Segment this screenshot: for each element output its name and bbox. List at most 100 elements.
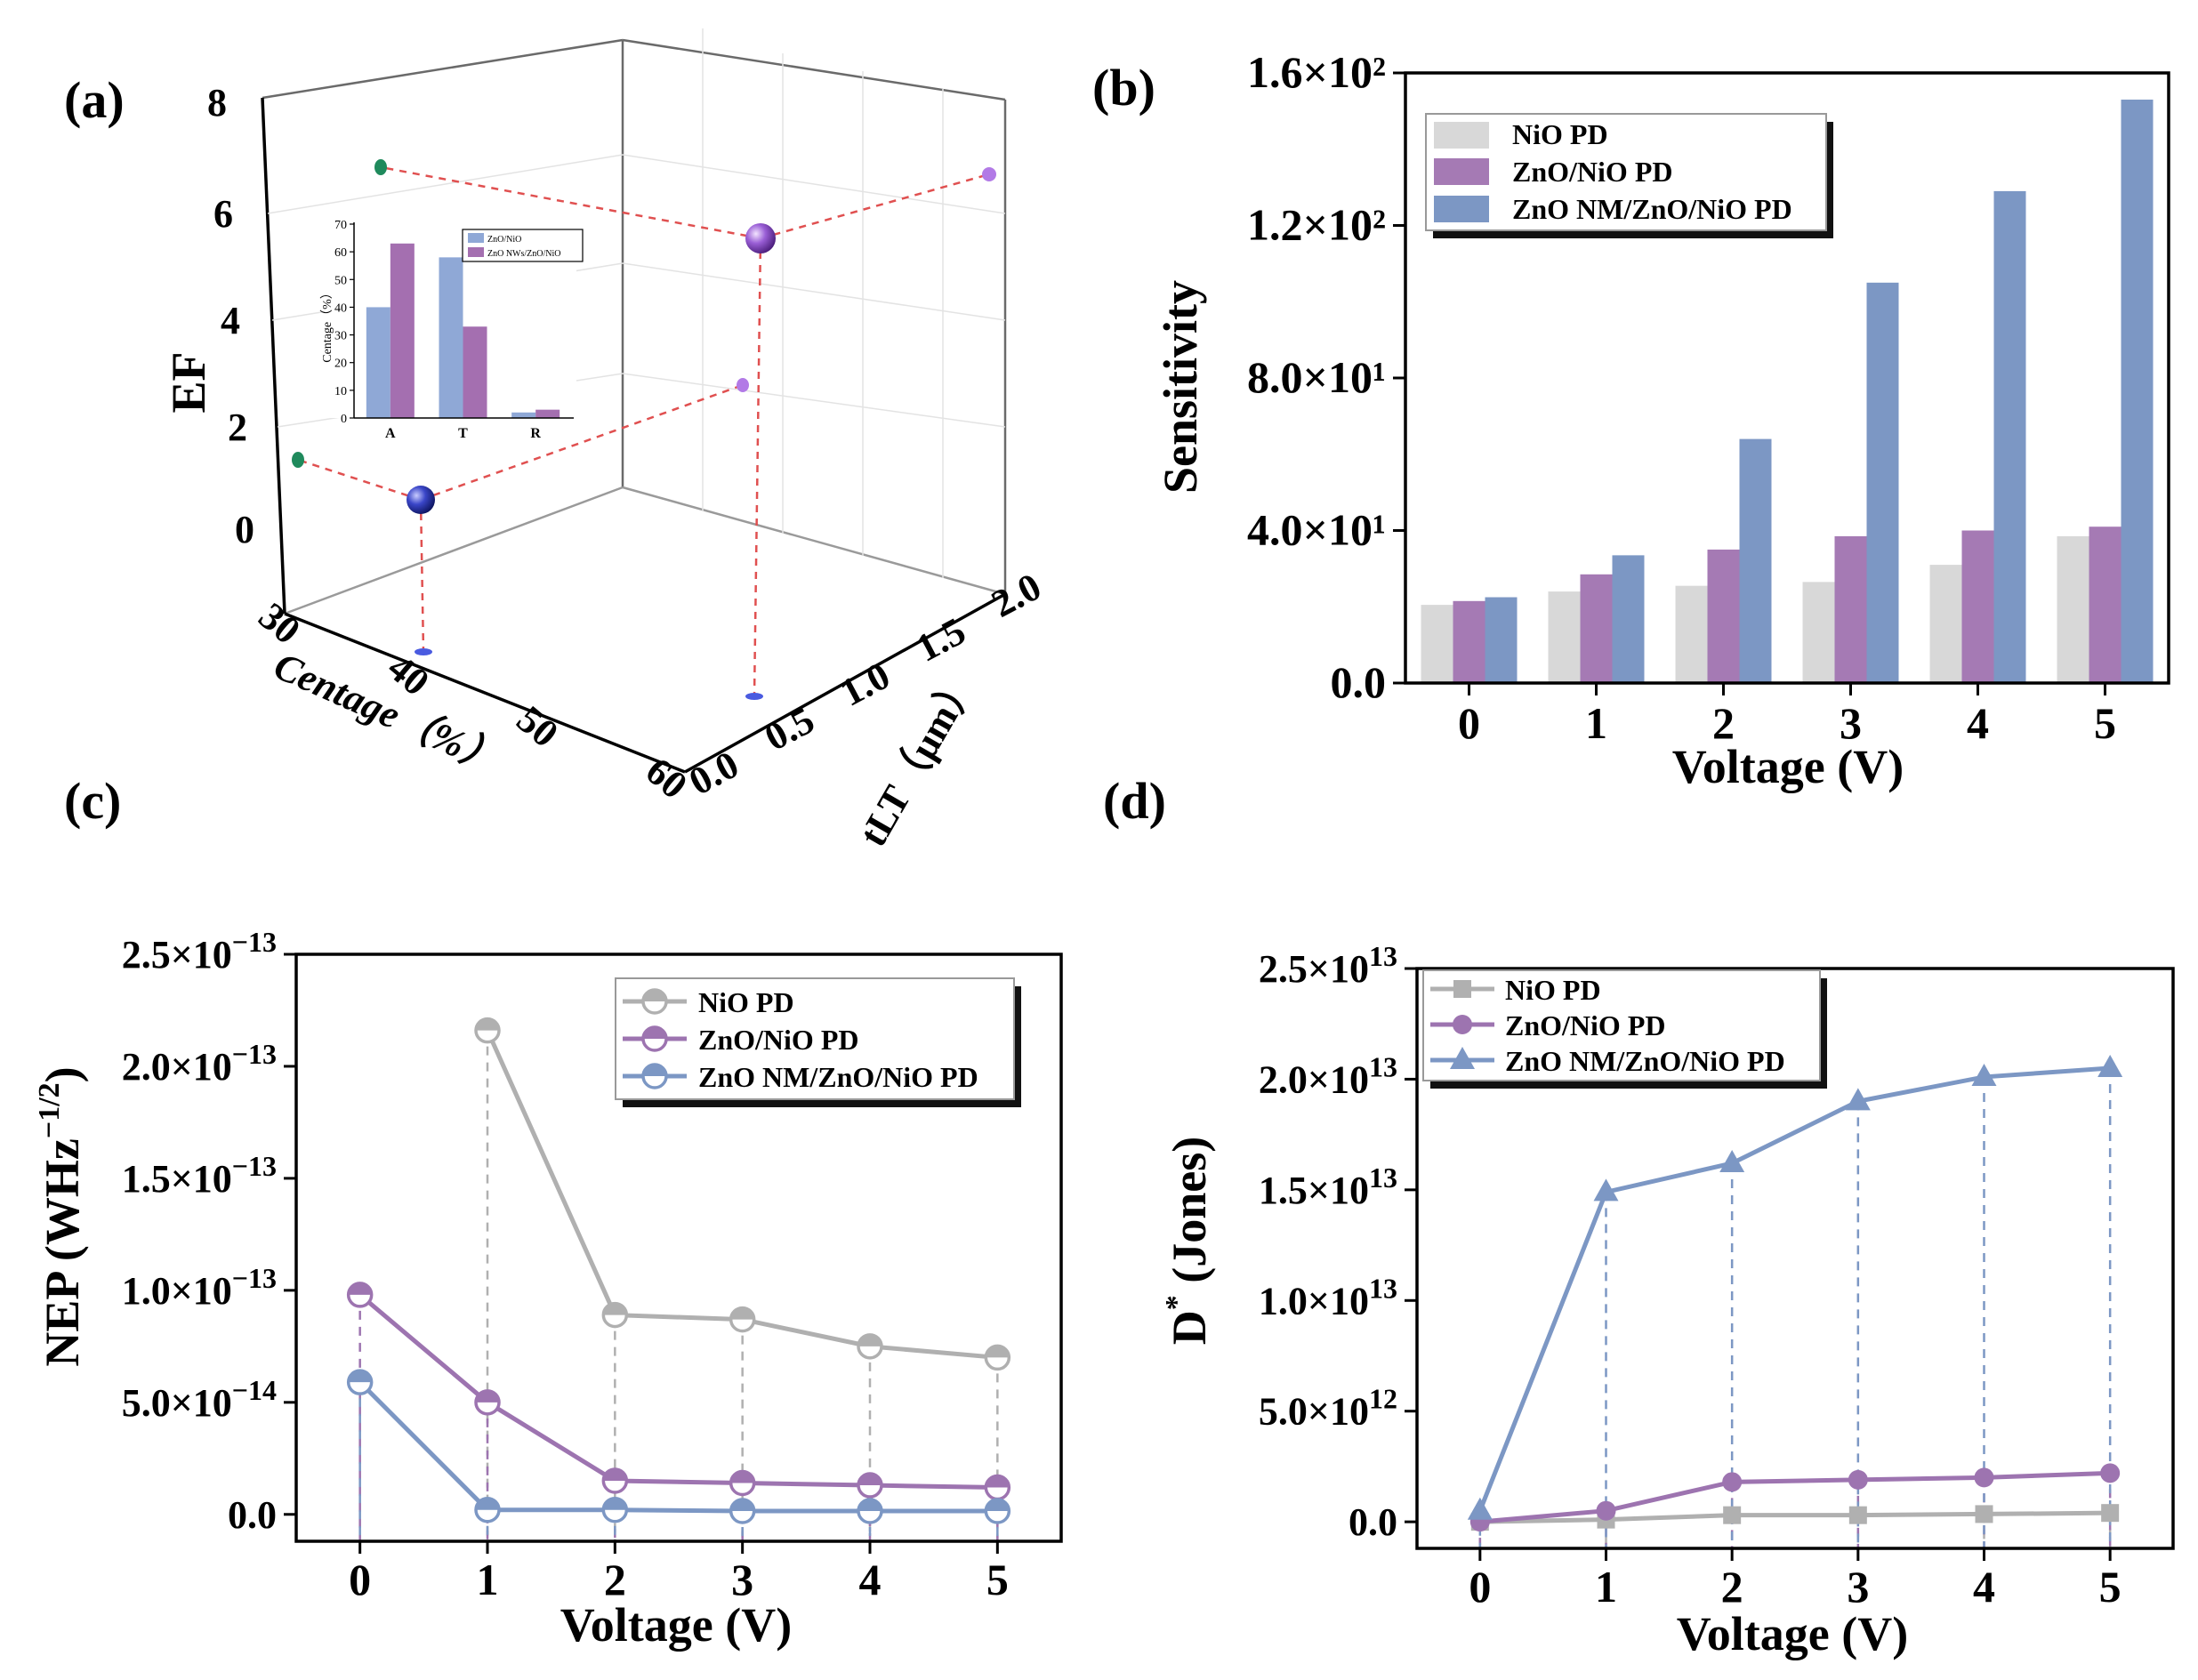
data-point	[1467, 1497, 1493, 1520]
b-ytick-label: 1.2×10²	[1247, 200, 1386, 250]
panel-b-legend: NiO PD ZnO/NiO PD ZnO NM/ZnO/NiO PD	[1425, 113, 1833, 238]
panel-c-xlabel: Voltage (V)	[560, 1598, 792, 1652]
xtick-label: 3	[1847, 1562, 1869, 1612]
data-point	[2101, 1504, 2120, 1523]
panel-a-ztick: 2	[228, 406, 247, 449]
data-point	[1719, 1149, 1745, 1172]
data-point-fill	[603, 1498, 627, 1510]
b-ytick-label: 4.0×10¹	[1247, 505, 1386, 555]
legend-label: ZnO/NiO PD	[1505, 1009, 1665, 1041]
b-bar	[2089, 527, 2122, 683]
data-point-fill	[986, 1475, 1010, 1488]
data-point-fill	[603, 1468, 627, 1481]
inset-ytick-label: 20	[334, 358, 347, 371]
panel-a-inset-legend: ZnO/NiO ZnO NWs/ZnO/NiO	[462, 229, 584, 262]
panel-b-xticks: 0 1 2 3 4 5	[1458, 683, 2116, 748]
ytick-label: 5.0×1012	[1259, 1383, 1397, 1434]
inset-bar	[366, 307, 390, 418]
b-xtick-label: 5	[2094, 698, 2116, 748]
inset-xtick-label: T	[458, 426, 468, 441]
panel-a-inset-ylabel: Centage（%）	[320, 286, 334, 363]
panel-label-d: (d)	[1103, 772, 1166, 830]
data-point-fill	[858, 1499, 882, 1511]
inset-bar	[463, 326, 487, 418]
b-bar	[1802, 582, 1835, 683]
data-point-fill	[476, 1390, 499, 1403]
legend-label: ZnO NM/ZnO/NiO PD	[1512, 193, 1792, 225]
panel-a-xtick: 30	[251, 594, 309, 653]
panel-b-bar-chart: 0.0 4.0×10¹ 8.0×10¹ 1.2×10² 1.6×10² 0 1 2 3 4 5 S…	[1154, 47, 2170, 793]
data-point-fill	[858, 1334, 882, 1346]
b-ytick-label: 8.0×10¹	[1247, 352, 1386, 402]
inset-bar	[439, 257, 463, 418]
ytick-label: 2.5×1013	[1259, 940, 1397, 991]
xtick-label: 4	[1973, 1562, 1995, 1612]
panel-a-proj-dot	[374, 159, 387, 175]
panel-c-yticks: 0.0 5.0×10−14 1.0×10−13 1.5×10−13 2.0×10−13 2…	[122, 926, 296, 1537]
panel-a-proj-dot	[982, 167, 996, 181]
data-point-fill	[476, 1018, 499, 1031]
b-bar	[1866, 282, 1899, 683]
legend-label: ZnO NM/ZnO/NiO PD	[698, 1061, 978, 1093]
data-point-fill	[348, 1371, 372, 1383]
panel-a-box	[261, 38, 1007, 774]
inset-ytick-label: 30	[334, 330, 347, 343]
panel-d-xticks: 0 1 2 3 4 5	[1469, 1548, 2122, 1612]
b-ytick-label: 1.6×10²	[1247, 47, 1386, 97]
data-point	[1971, 1063, 1997, 1086]
legend-marker	[1453, 1015, 1472, 1034]
data-point	[1845, 1088, 1871, 1111]
b-bar	[1739, 438, 1772, 683]
ytick-label: 5.0×10−14	[122, 1374, 277, 1425]
panel-a-ztick: 0	[235, 508, 254, 551]
inset-ytick-label: 40	[334, 301, 347, 315]
b-bar	[1612, 555, 1645, 683]
series-line	[1479, 1510, 2111, 1524]
ytick-label: 0.0	[1349, 1500, 1397, 1544]
data-point-fill	[986, 1499, 1010, 1511]
legend-marker	[1450, 1047, 1475, 1069]
xtick-label: 1	[1595, 1562, 1617, 1612]
b-bar	[1834, 535, 1867, 683]
legend-label: ZnO/NiO PD	[698, 1024, 858, 1056]
b-bar	[1421, 605, 1453, 683]
panel-d-frame	[1415, 967, 2175, 1550]
xtick-label: 4	[859, 1555, 882, 1604]
panel-a-ztick: 6	[213, 192, 233, 236]
panel-label-b: (b)	[1092, 59, 1155, 117]
inset-bar	[535, 409, 560, 418]
panel-a-zlabel: EF	[162, 351, 215, 413]
data-point-fill	[348, 1282, 372, 1295]
ytick-label: 1.0×10−13	[122, 1262, 277, 1313]
inset-ytick-label: 70	[334, 219, 347, 232]
data-point-fill	[986, 1346, 1010, 1358]
b-bar	[2121, 100, 2154, 683]
panel-b-yticks: 0.0 4.0×10¹ 8.0×10¹ 1.2×10² 1.6×10²	[1247, 47, 1405, 707]
xtick-label: 2	[604, 1555, 626, 1604]
panel-a-inset: 0 10 20 30 40 50 60 70 Centage（%） A T R ZnO/NiO Z…	[320, 219, 584, 441]
panel-label-c: (c)	[64, 772, 121, 830]
b-xtick-label: 3	[1840, 698, 1862, 748]
legend-label: ZnO NM/ZnO/NiO PD	[1505, 1045, 1785, 1077]
b-bar	[1485, 597, 1518, 683]
panel-d-series	[1467, 1054, 2123, 1532]
panel-a-proj-dot	[745, 693, 763, 700]
inset-legend-label: ZnO NWs/ZnO/NiO	[487, 249, 561, 259]
legend-marker-fill	[643, 990, 666, 1001]
data-point-fill	[730, 1499, 754, 1511]
data-point	[1848, 1506, 1867, 1524]
inset-ytick-label: 0	[341, 413, 347, 426]
data-point-fill	[730, 1471, 754, 1483]
xtick-label: 2	[1721, 1562, 1743, 1612]
data-point-fill	[858, 1474, 882, 1486]
panel-a-proj-dot	[292, 452, 304, 468]
panel-d-legend: NiO PD ZnO/NiO PD ZnO NM/ZnO/NiO PD	[1422, 969, 1827, 1089]
data-point	[1596, 1500, 1616, 1521]
legend-swatch-zno-nio	[1434, 158, 1489, 185]
legend-swatch-zno-nm	[1434, 196, 1489, 222]
panel-c-ylabel: NEP (WHz−1/2)	[33, 1066, 89, 1366]
panel-a-ytick: 2.0	[985, 565, 1049, 626]
legend-label: ZnO/NiO PD	[1512, 156, 1672, 188]
